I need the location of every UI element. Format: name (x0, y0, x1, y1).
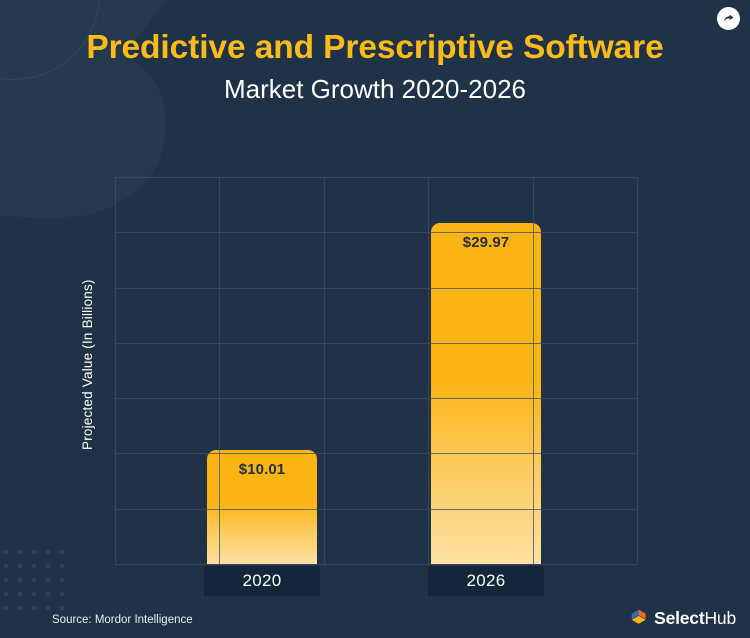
selecthub-wordmark: SelectHub (654, 608, 736, 629)
grid-line-vertical (637, 177, 638, 564)
grid-line-vertical (428, 177, 429, 564)
grid-line-vertical (533, 177, 534, 564)
logo-text-bold: Select (654, 608, 705, 628)
grid-line-horizontal (115, 509, 637, 510)
bar-value-label: $10.01 (238, 461, 286, 478)
source-note: Source: Mordor Intelligence (52, 614, 193, 626)
page-title: Predictive and Prescriptive Software Mar… (0, 28, 750, 105)
grid-line-horizontal (115, 453, 637, 454)
grid-line-vertical (115, 177, 116, 564)
share-icon (724, 14, 734, 22)
y-axis-label: Projected Value (In Billions) (80, 279, 95, 451)
grid-line-horizontal (115, 343, 637, 344)
logo-text-light: Hub (704, 608, 736, 628)
title-subtitle: Market Growth 2020-2026 (223, 73, 527, 104)
bar-value-label: $29.97 (462, 234, 510, 251)
selecthub-logo[interactable]: SelectHub (629, 608, 736, 629)
grid-line-horizontal (115, 177, 637, 178)
grid-line-horizontal (115, 564, 637, 565)
bar[interactable]: $29.97 (431, 223, 541, 564)
plot-area: $10.01 $29.97 (115, 177, 638, 565)
grid-line-vertical (219, 177, 220, 564)
grid-line-horizontal (115, 232, 637, 233)
title-main: Predictive and Prescriptive Software (86, 29, 664, 66)
grid-line-horizontal (115, 288, 637, 289)
grid-line-horizontal (115, 398, 637, 399)
x-axis-tick-label: 2026 (428, 566, 544, 596)
selecthub-cube-icon (631, 609, 646, 624)
grid-line-vertical (324, 177, 325, 564)
bars-layer: $10.01 $29.97 (115, 177, 637, 564)
x-axis-tick-label: 2020 (204, 566, 320, 596)
bar[interactable]: $10.01 (207, 450, 317, 564)
share-button[interactable] (717, 7, 740, 30)
